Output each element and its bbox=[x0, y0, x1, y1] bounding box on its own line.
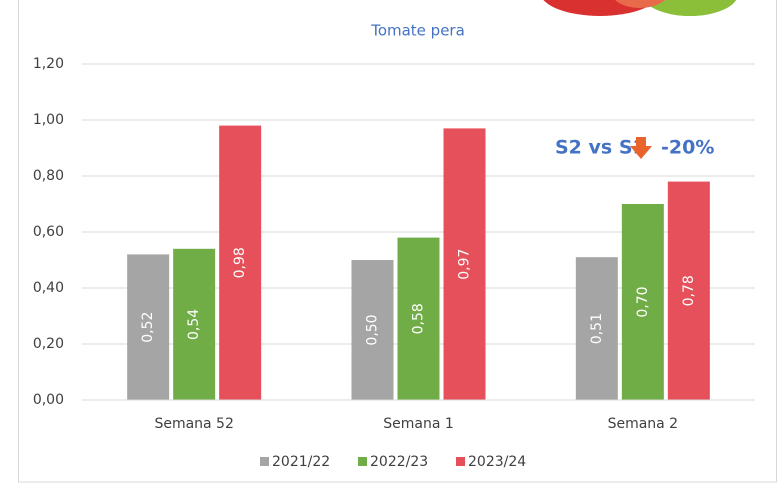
value-label: 0,58 bbox=[411, 303, 427, 334]
y-tick-label: 0,20 bbox=[33, 336, 64, 352]
y-tick-label: 0,80 bbox=[33, 168, 64, 184]
chart: Tomate pera S2 vs S1 -20% 0,00 0,20 0,40 0,… bbox=[0, 0, 778, 485]
legend-swatch bbox=[456, 457, 465, 466]
x-tick-label: Semana 52 bbox=[154, 416, 233, 432]
legend-swatch bbox=[260, 457, 269, 466]
y-tick-label: 1,20 bbox=[33, 56, 64, 72]
y-tick-label: 0,00 bbox=[33, 392, 64, 408]
y-tick-label: 0,60 bbox=[33, 224, 64, 240]
value-label: 0,78 bbox=[681, 275, 697, 306]
y-tick-label: 1,00 bbox=[33, 112, 64, 128]
value-label: 0,54 bbox=[186, 309, 202, 340]
value-label: 0,98 bbox=[232, 247, 248, 278]
y-tick-label: 0,40 bbox=[33, 280, 64, 296]
x-tick-label: Semana 1 bbox=[383, 416, 454, 432]
legend-label: 2021/22 bbox=[272, 454, 330, 470]
value-label: 0,51 bbox=[589, 313, 605, 344]
annotation-change: -20% bbox=[661, 137, 714, 159]
legend-label: 2023/24 bbox=[468, 454, 526, 470]
annotation: S2 vs S1 -20% bbox=[555, 137, 714, 160]
legend-swatch bbox=[358, 457, 367, 466]
value-label: 0,52 bbox=[140, 312, 156, 343]
x-tick-label: Semana 2 bbox=[608, 416, 679, 432]
value-label: 0,97 bbox=[457, 249, 473, 280]
value-label: 0,70 bbox=[635, 286, 651, 317]
tomato-image bbox=[540, 0, 738, 16]
chart-title: Tomate pera bbox=[370, 22, 465, 40]
value-label: 0,50 bbox=[365, 314, 381, 345]
legend-label: 2022/23 bbox=[370, 454, 428, 470]
